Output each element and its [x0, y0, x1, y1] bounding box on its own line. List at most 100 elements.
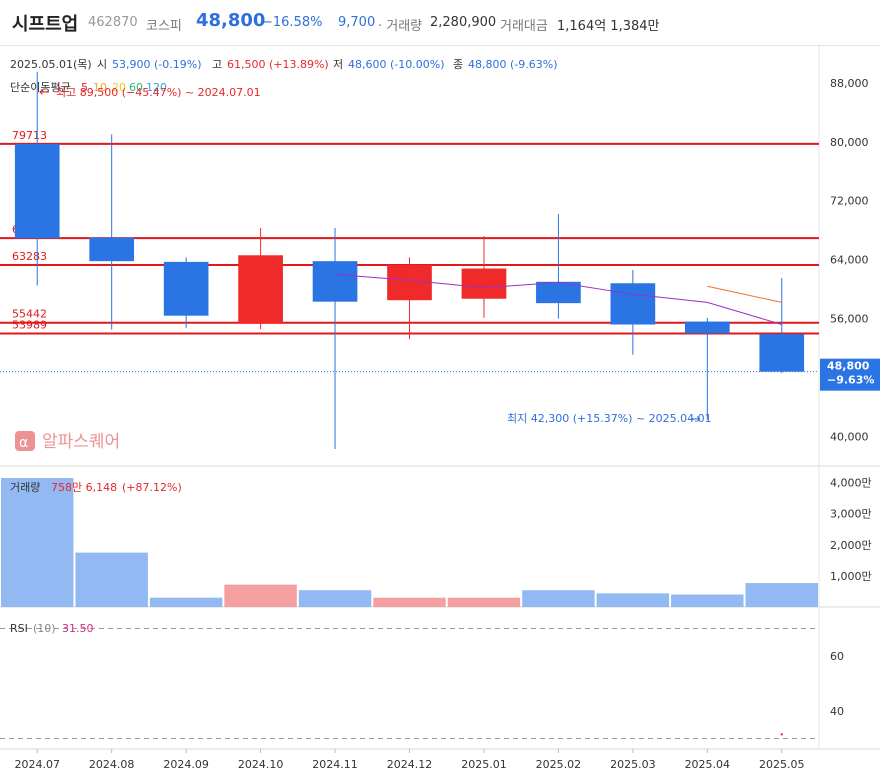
volume-bar[interactable]	[373, 597, 446, 607]
volume-bar[interactable]	[745, 583, 818, 607]
min-label: 최지 42,300 (+15.37%) ~ 2025.04.01	[507, 412, 712, 425]
candle-body[interactable]	[312, 261, 358, 302]
rsi-legend-label: RSI	[10, 622, 28, 635]
volume-bar[interactable]	[596, 593, 670, 607]
candle-body[interactable]	[610, 283, 656, 325]
x-tick-label: 2024.12	[387, 758, 433, 771]
candle-body[interactable]	[238, 255, 283, 324]
volume-bar[interactable]	[671, 594, 744, 607]
info-date: 2025.05.01(목)	[10, 58, 92, 71]
ma-legend[interactable]: 단순이동평균 5 10 20 60 120	[10, 81, 167, 94]
volume-legend-value: 758만 6,148	[51, 481, 117, 494]
watermark-logo-icon	[15, 431, 35, 451]
current-price: 48,800	[196, 10, 266, 31]
ma-legend-label: 단순이동평균	[10, 81, 71, 94]
min-arrow-icon: →	[690, 412, 701, 427]
info-high-label: 고	[212, 58, 222, 71]
price-badge: 48,800 −9.63%	[820, 358, 880, 391]
level-label: 79713	[12, 129, 47, 142]
watermark-text: 알파스퀘어	[42, 432, 120, 452]
info-low-label: 저	[333, 58, 343, 71]
volume-bar[interactable]	[75, 552, 148, 607]
level-label: 55442	[12, 308, 47, 321]
x-tick-label: 2024.08	[89, 758, 135, 771]
watermark: α 알파스퀘어	[15, 431, 120, 452]
y-tick-label: 64,000	[830, 254, 869, 267]
volume-bar[interactable]	[224, 584, 297, 607]
volume-legend-label: 거래량	[10, 481, 40, 494]
ma-legend-60: 60	[129, 81, 143, 94]
volume-bar[interactable]	[522, 590, 595, 607]
volume-label: · 거래량	[378, 19, 423, 34]
max-label: 최고 89,500 (−45.47%) ~ 2024.07.01	[56, 86, 261, 99]
info-close-label: 종	[453, 58, 463, 71]
volume-legend: 거래량 758만 6,148 (+87.12%)	[10, 481, 182, 494]
price-badge-price: 48,800	[827, 360, 870, 373]
ma-legend-20: 20	[112, 81, 126, 94]
y-tick-label: 56,000	[830, 313, 869, 326]
volume-bar[interactable]	[447, 597, 521, 607]
rsi-tick-label: 60	[830, 650, 844, 663]
stock-header: 시프트업 462870 코스피 48,800 −16.58% 9,700 · 거…	[0, 0, 880, 46]
amount-value: 1,164억 1,384만	[557, 19, 660, 34]
rsi-point	[780, 733, 783, 736]
x-tick-label: 2025.02	[536, 758, 582, 771]
volume-tick-label: 1,000만	[830, 570, 872, 583]
y-tick-label: 72,000	[830, 195, 869, 208]
max-annotation: ← 최고 89,500 (−45.47%) ~ 2024.07.01	[39, 85, 261, 100]
min-annotation: 최지 42,300 (+15.37%) ~ 2025.04.01 →	[507, 412, 712, 427]
ma-legend-10: 10	[93, 81, 107, 94]
level-label: 53989	[12, 318, 47, 331]
level-label: 63283	[12, 250, 47, 263]
volume-bar[interactable]	[298, 590, 372, 607]
market-name: 코스피	[146, 19, 182, 34]
stock-code: 462870	[88, 15, 138, 30]
candle-body[interactable]	[759, 334, 805, 372]
max-arrow-icon: ←	[39, 85, 50, 100]
ma-legend-5: 5	[81, 81, 88, 94]
ma-line-short	[707, 285, 782, 303]
stock-name[interactable]: 시프트업	[12, 14, 79, 35]
volume-tick-label: 3,000만	[830, 508, 872, 521]
y-tick-label: 40,000	[830, 431, 869, 444]
x-tick-label: 2024.11	[312, 758, 358, 771]
price-badge-pct: −9.63%	[827, 374, 874, 387]
amount-label: 거래대금	[500, 19, 548, 34]
y-tick-label: 80,000	[830, 136, 869, 149]
volume-bar[interactable]	[149, 597, 223, 607]
x-tick-label: 2024.07	[14, 758, 60, 771]
info-open: 53,900 (-0.19%)	[112, 58, 201, 71]
volume-bar[interactable]	[1, 478, 74, 607]
volume-value: 2,280,900	[430, 15, 497, 30]
candle-body[interactable]	[89, 237, 135, 262]
candle-body[interactable]	[387, 264, 432, 301]
info-low: 48,600 (-10.00%)	[348, 58, 444, 71]
candle-body[interactable]	[14, 144, 60, 239]
rsi-tick-label: 40	[830, 705, 844, 718]
x-tick-label: 2025.01	[461, 758, 507, 771]
candle-body[interactable]	[536, 281, 581, 304]
candle-body[interactable]	[163, 261, 209, 316]
info-close: 48,800 (-9.63%)	[468, 58, 557, 71]
change-pct: −16.58%	[262, 15, 323, 30]
x-tick-label: 2025.05	[759, 758, 805, 771]
volume-tick-label: 2,000만	[830, 539, 872, 552]
x-tick-label: 2025.04	[685, 758, 731, 771]
y-tick-label: 88,000	[830, 77, 869, 90]
ohlc-info: 2025.05.01(목) 시 53,900 (-0.19%) 고 61,500…	[10, 58, 557, 71]
volume-legend-pct: (+87.12%)	[122, 481, 182, 494]
watermark-logo-glyph: α	[19, 435, 28, 451]
candle-body[interactable]	[684, 321, 730, 334]
ma-line	[335, 273, 782, 326]
change-abs: 9,700	[338, 15, 376, 30]
ma-legend-120: 120	[146, 81, 167, 94]
rsi-legend-period: (10)	[33, 622, 56, 635]
rsi-legend-value: 31.50	[62, 622, 94, 635]
candle-body[interactable]	[461, 268, 507, 299]
x-tick-label: 2025.03	[610, 758, 656, 771]
rsi-legend: RSI (10) 31.50	[10, 622, 94, 635]
x-tick-label: 2024.09	[163, 758, 209, 771]
info-open-label: 시	[97, 58, 107, 71]
volume-tick-label: 4,000만	[830, 477, 872, 490]
